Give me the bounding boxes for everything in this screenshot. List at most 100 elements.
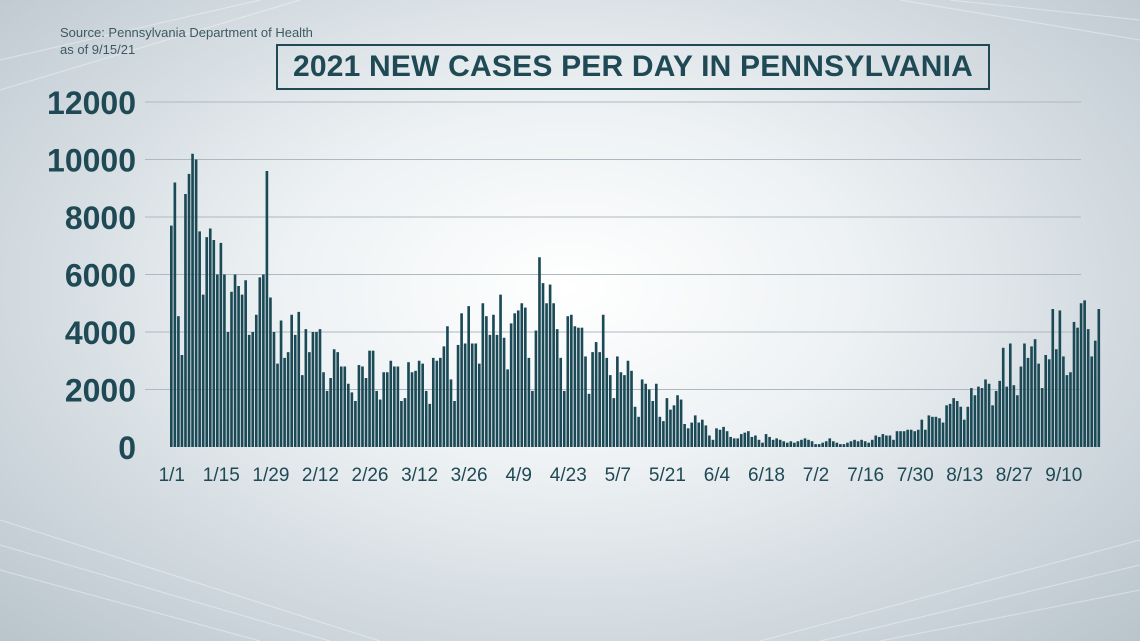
- bar: [863, 441, 867, 447]
- bar: [686, 428, 690, 447]
- x-tick-label: 2/26: [352, 465, 389, 486]
- bar: [269, 297, 272, 447]
- bar: [807, 439, 810, 447]
- bar: [591, 352, 594, 448]
- bar: [934, 416, 938, 447]
- bar: [1005, 386, 1009, 448]
- bar: [654, 383, 658, 447]
- bar: [201, 294, 205, 448]
- bar: [715, 428, 718, 447]
- bar: [516, 310, 520, 447]
- bar: [955, 401, 959, 447]
- bar: [485, 316, 488, 447]
- bar: [722, 426, 725, 448]
- bar: [385, 372, 389, 447]
- bar: [640, 379, 644, 447]
- bar: [219, 242, 223, 448]
- x-tick-label: 8/27: [996, 465, 1033, 486]
- bar: [672, 405, 676, 447]
- bar: [297, 311, 301, 448]
- bar: [842, 444, 846, 448]
- bar: [531, 390, 534, 447]
- bar: [474, 343, 478, 447]
- bar: [573, 326, 577, 447]
- bar: [991, 405, 994, 447]
- bar: [371, 350, 375, 447]
- bar: [1016, 395, 1019, 447]
- bar: [393, 366, 396, 447]
- bar: [400, 401, 403, 447]
- bar: [216, 274, 219, 447]
- bar: [244, 280, 247, 447]
- bar: [325, 390, 329, 447]
- bar: [743, 432, 747, 448]
- bar: [598, 352, 601, 448]
- y-tick-label: 4000: [65, 315, 136, 351]
- bar: [1072, 321, 1076, 447]
- bar: [1001, 347, 1005, 447]
- bar: [332, 349, 336, 447]
- bar: [396, 366, 400, 447]
- bar: [449, 379, 453, 447]
- bar: [456, 344, 460, 447]
- x-tick-label: 7/30: [897, 465, 934, 486]
- bar: [973, 395, 977, 447]
- chart-title: 2021 NEW CASES PER DAY IN PENNSYLVANIA: [292, 50, 973, 83]
- bar: [711, 439, 715, 447]
- bar: [506, 369, 509, 448]
- bar: [693, 415, 697, 448]
- bar: [619, 372, 623, 447]
- bar: [180, 355, 184, 447]
- x-tick-label: 1/29: [252, 465, 289, 486]
- bar: [846, 442, 849, 447]
- bar: [1069, 372, 1072, 447]
- bar: [336, 352, 340, 448]
- bar: [223, 274, 226, 447]
- y-tick-label: 8000: [65, 200, 136, 236]
- x-tick-label: 6/18: [748, 465, 785, 486]
- bar: [984, 379, 987, 447]
- bar: [874, 435, 878, 447]
- x-tick-label: 9/10: [1045, 465, 1082, 486]
- bar: [378, 399, 382, 447]
- bar: [605, 357, 609, 448]
- bar: [339, 366, 343, 447]
- bar: [704, 425, 708, 447]
- bar: [524, 307, 527, 447]
- bar: [1062, 356, 1065, 447]
- y-tick-label: 2000: [65, 373, 136, 409]
- bar: [669, 409, 672, 448]
- bar: [251, 332, 255, 447]
- bar: [909, 429, 913, 447]
- bar: [750, 436, 754, 447]
- bar: [885, 435, 888, 447]
- bar: [651, 401, 655, 447]
- bar: [329, 378, 332, 447]
- bar: [389, 360, 393, 447]
- bar: [304, 329, 308, 448]
- bar: [463, 343, 467, 447]
- bar: [895, 431, 899, 447]
- bar: [1044, 355, 1048, 447]
- bar: [803, 438, 807, 448]
- bar: [757, 439, 761, 447]
- bar: [747, 431, 750, 447]
- bar: [357, 365, 361, 447]
- bar: [439, 357, 442, 448]
- bar: [938, 418, 941, 447]
- bar: [300, 375, 304, 448]
- bars: [170, 153, 1101, 448]
- bar: [810, 441, 814, 447]
- bar: [541, 283, 545, 448]
- bar: [1055, 349, 1058, 447]
- bar: [534, 330, 538, 447]
- bar: [559, 357, 563, 448]
- bar: [1047, 359, 1051, 447]
- bar: [577, 327, 580, 447]
- bar: [173, 182, 177, 447]
- bar: [906, 429, 909, 447]
- bar: [970, 388, 973, 447]
- bar: [1030, 346, 1033, 448]
- bar: [279, 320, 283, 447]
- bar: [959, 406, 963, 447]
